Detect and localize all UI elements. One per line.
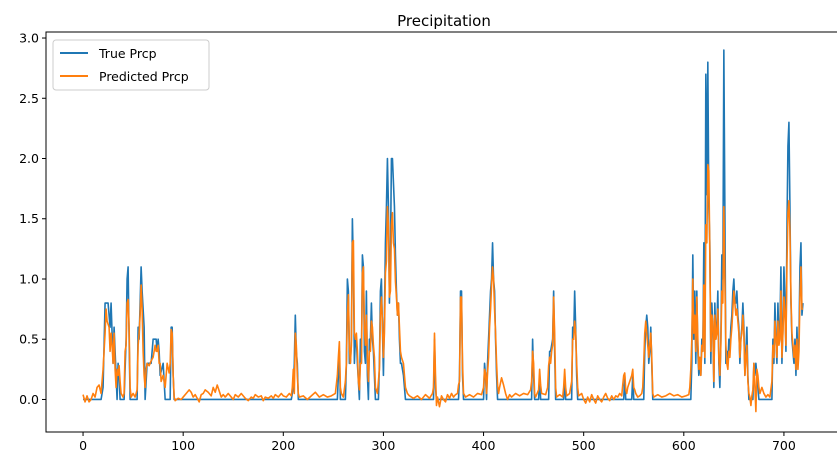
y-tick-label: 3.0 — [19, 31, 39, 46]
y-tick-label: 1.5 — [19, 211, 39, 226]
x-tick-label: 200 — [271, 438, 295, 453]
y-tick-label: 2.0 — [19, 151, 39, 166]
legend-box — [52, 39, 210, 91]
legend: True Prcp Predicted Prcp — [52, 39, 210, 91]
series-layer — [82, 49, 804, 413]
x-axis: 0 100 200 300 400 500 600 700 — [79, 432, 796, 453]
x-tick-label: 600 — [672, 438, 696, 453]
y-tick-label: 1.0 — [19, 271, 39, 286]
x-tick-label: 500 — [572, 438, 596, 453]
x-tick-label: 100 — [171, 438, 195, 453]
x-tick-label: 400 — [472, 438, 496, 453]
x-tick-label: 300 — [371, 438, 395, 453]
y-tick-label: 2.5 — [19, 91, 39, 106]
x-tick-label: 700 — [772, 438, 796, 453]
series-line-predicted-prcp — [82, 163, 803, 413]
axes-frame — [45, 31, 837, 433]
y-tick-label: 0.5 — [19, 332, 39, 347]
y-tick-label: 0.0 — [19, 392, 39, 407]
y-axis: 0.0 0.5 1.0 1.5 2.0 2.5 3.0 — [19, 31, 46, 407]
legend-label-true-prcp: True Prcp — [98, 46, 157, 61]
legend-label-predicted-prcp: Predicted Prcp — [99, 69, 189, 84]
x-tick-label: 0 — [79, 438, 87, 453]
chart-title: Precipitation — [397, 12, 491, 30]
plot-area — [45, 31, 837, 433]
